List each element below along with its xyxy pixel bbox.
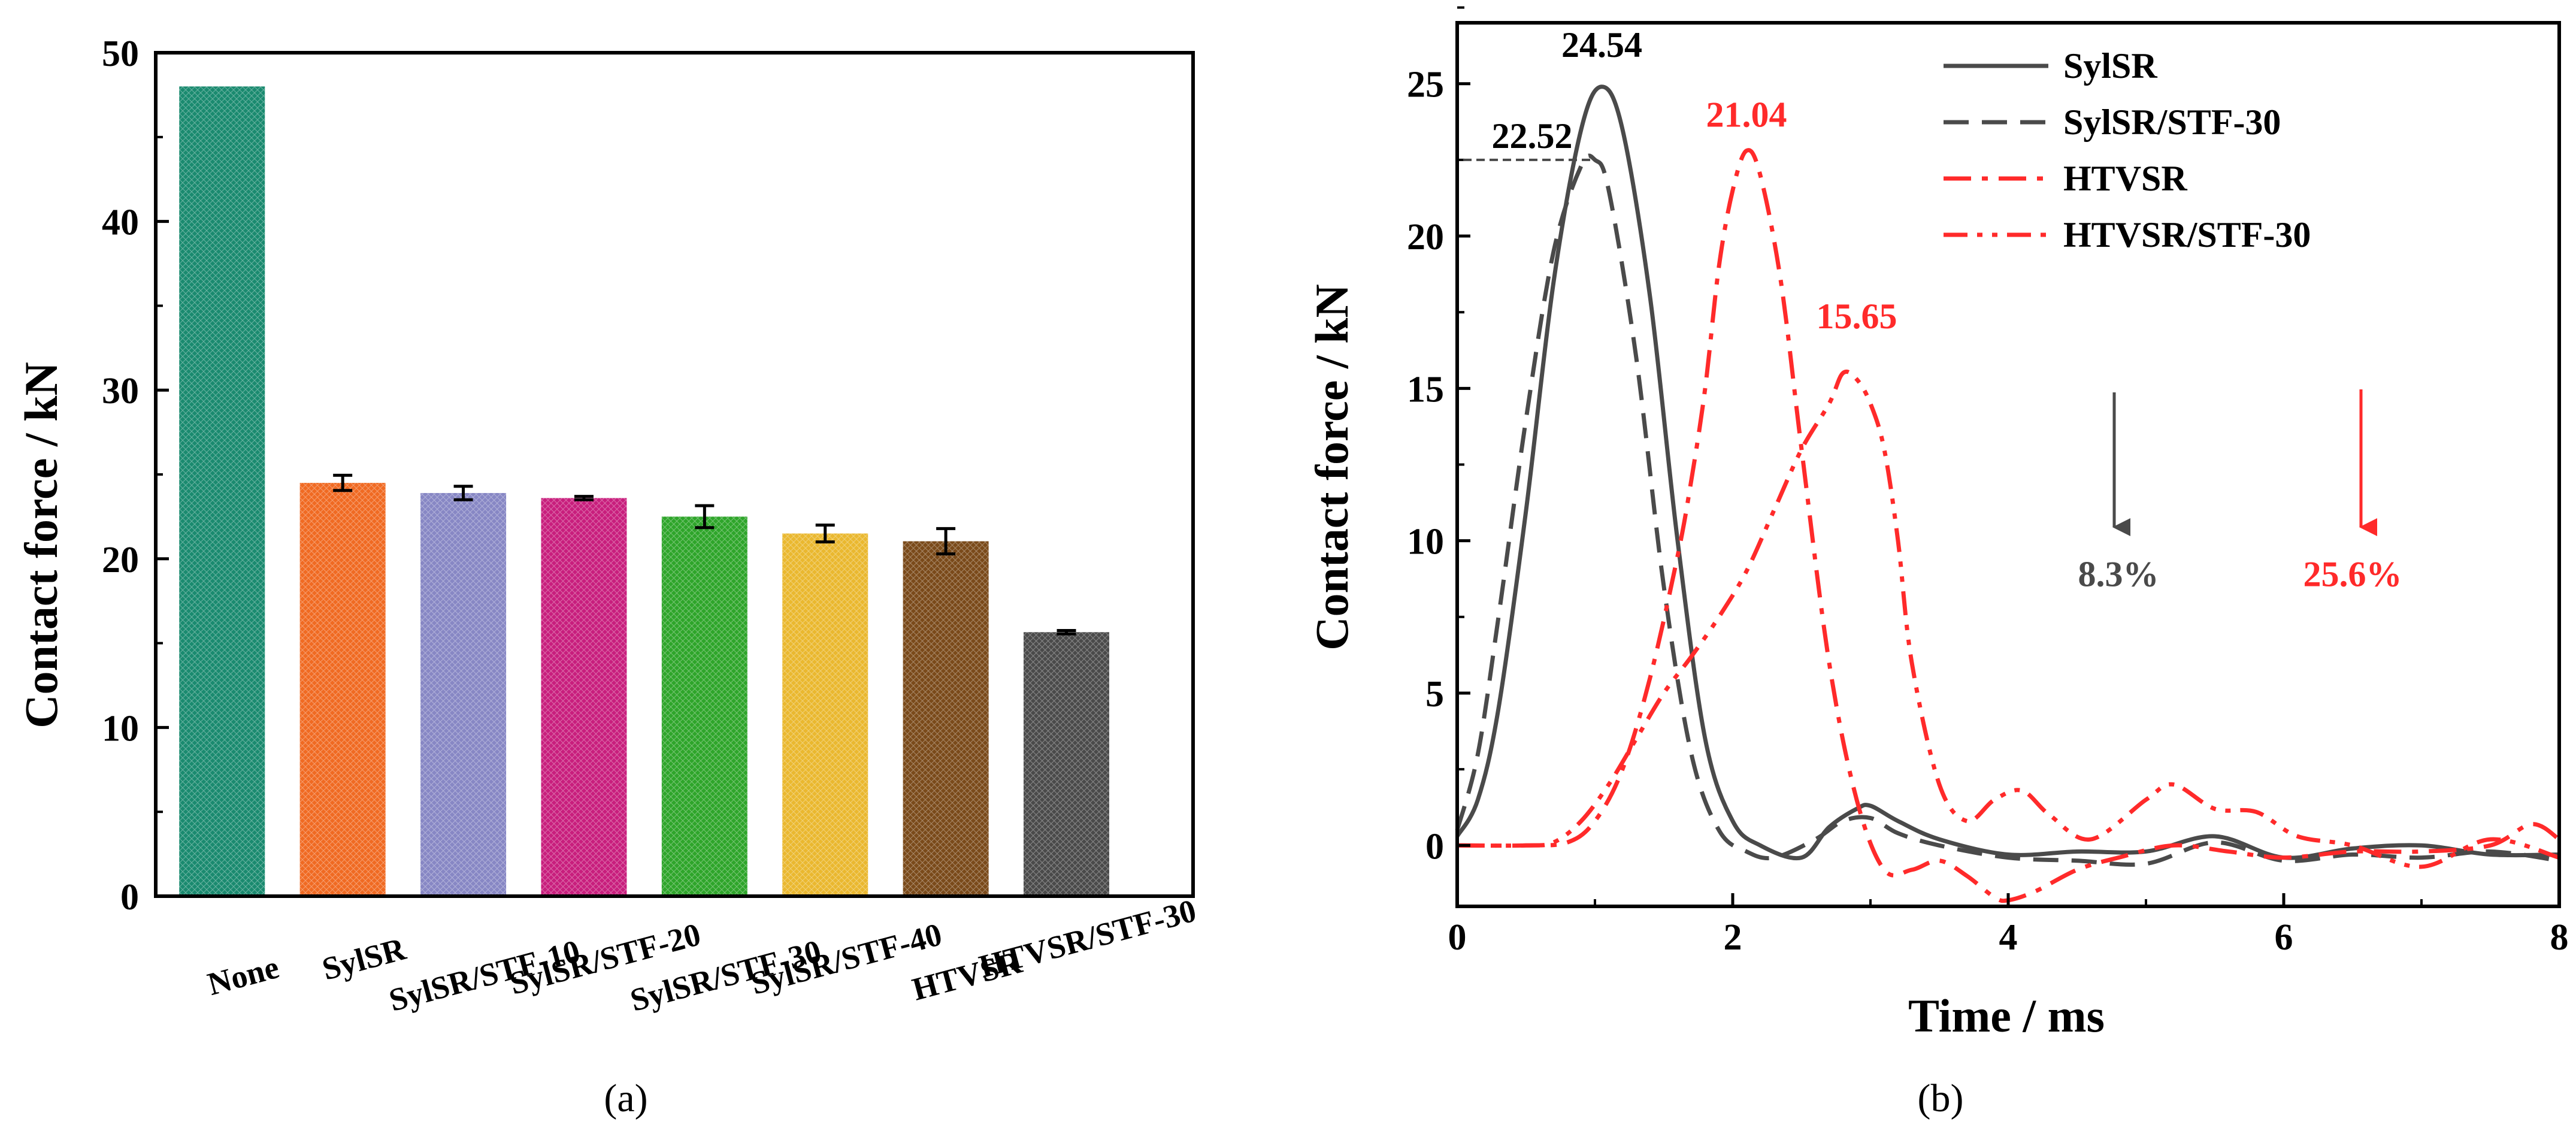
- annotation-label: 24.54: [1561, 25, 1642, 65]
- error-bar: [1057, 628, 1076, 636]
- panel-label-b: (b): [1918, 1076, 1964, 1120]
- line-chart-xlabel: Time / ms: [1908, 990, 2105, 1042]
- line-chart-y-axis: 0 5 10 15 20 25: [1407, 6, 1470, 867]
- annotation-label: 15.65: [1817, 297, 1897, 336]
- y-tick-label: 20: [102, 540, 139, 580]
- y-tick-label: 30: [102, 371, 139, 412]
- bar-texture: [541, 498, 627, 896]
- bar-texture: [420, 492, 507, 896]
- error-bar: [936, 527, 956, 556]
- bar-texture: [903, 541, 989, 896]
- error-bar: [453, 485, 473, 501]
- legend-label: SylSR: [2063, 46, 2157, 86]
- x-tick-label: 2: [1724, 917, 1742, 958]
- y-tick-label: 10: [102, 708, 139, 749]
- error-bar: [815, 523, 835, 544]
- x-tick-label: 6: [2275, 917, 2293, 958]
- y-tick-label: 0: [1425, 826, 1444, 867]
- legend-item: HTVSR: [1944, 159, 2187, 198]
- line-chart-frame: [1455, 21, 2561, 908]
- y-tick-label: 5: [1425, 674, 1444, 715]
- y-tick-label: 20: [1407, 217, 1444, 258]
- x-category-label: HTVSR/STF-30: [975, 892, 1200, 984]
- series-line: [1455, 153, 2560, 867]
- legend-item: SylSR: [1944, 46, 2157, 86]
- y-tick-label: 40: [102, 202, 139, 243]
- line-series: [1455, 84, 2560, 903]
- y-tick-label: 0: [120, 877, 139, 918]
- error-bar: [574, 495, 594, 501]
- legend-label: SylSR/STF-30: [2063, 102, 2281, 142]
- legend-item: HTVSR/STF-30: [1944, 215, 2311, 255]
- series-line: [1457, 148, 2560, 903]
- line-chart-x-axis: 0 2 4 6 8: [1448, 893, 2569, 958]
- line-chart-panel-b: Contact force / kN Time / ms 0510152025 …: [1306, 6, 2569, 1120]
- annotation-label: 8.3%: [2078, 555, 2159, 594]
- bar-chart-y-axis: 0 10 20 30 40 50: [102, 34, 169, 918]
- line-chart-ylabel: Contact force / kN: [1306, 284, 1358, 651]
- y-tick-label: 25: [1407, 65, 1444, 105]
- annotation-label: 21.04: [1706, 95, 1787, 135]
- peak-annotations: 24.54 22.52 21.04 15.65 8.3% 25.6%: [1463, 25, 2402, 594]
- bar-chart-ylabel: Contact force / kN: [15, 362, 67, 728]
- y-tick-label: 15: [1407, 369, 1444, 410]
- x-category-label: SylSR: [319, 930, 410, 987]
- panel-label-a: (a): [604, 1076, 647, 1120]
- series-line: [1457, 369, 2560, 869]
- legend-label: HTVSR: [2063, 159, 2187, 198]
- annotation-label: 22.52: [1492, 116, 1573, 156]
- y-tick-label: 50: [102, 34, 139, 74]
- bar-chart-x-axis: None SylSRSylSR/STF-10SylSR/STF-20SylSR/S…: [204, 892, 1200, 1018]
- error-bar: [695, 504, 715, 530]
- bar-texture: [299, 483, 386, 896]
- legend-label: HTVSR/STF-30: [2063, 215, 2311, 255]
- annotation-label: 25.6%: [2303, 555, 2402, 594]
- bar-texture: [1024, 632, 1110, 896]
- x-tick-label: 8: [2550, 917, 2569, 958]
- x-category-label: None: [204, 949, 282, 1002]
- bar-texture: [661, 516, 747, 896]
- bar-texture: [179, 86, 265, 896]
- error-bar: [333, 473, 353, 492]
- y-tick-label: 10: [1407, 522, 1444, 563]
- x-tick-label: 4: [1999, 917, 2018, 958]
- bar-chart-panel-a: Contact force / kN 0 10 20 30 40 50 None SylSR…: [15, 34, 1200, 1120]
- error-bars: [333, 473, 1076, 636]
- x-tick-label: 0: [1448, 917, 1467, 958]
- bar-series: [179, 86, 1110, 896]
- bar-texture: [782, 533, 868, 896]
- legend: SylSR SylSR/STF-30 HTVSR HTVSR/STF-30: [1944, 46, 2311, 255]
- series-line: [1455, 84, 2560, 861]
- legend-item: SylSR/STF-30: [1944, 102, 2281, 142]
